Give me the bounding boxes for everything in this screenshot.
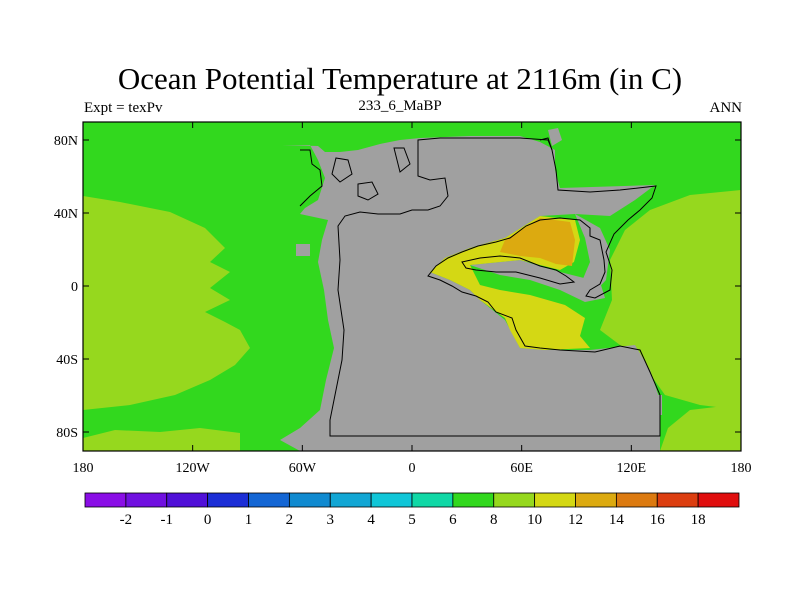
warm-ocean-west — [83, 196, 250, 410]
warm-ocean-southwest — [83, 428, 240, 451]
colorbar-label: -2 — [120, 512, 133, 528]
map-axes: 180 120W 60W 0 60E 120E 180 80N 40N 0 40S 80S — [54, 122, 752, 476]
plot-title: Ocean Potential Temperature at 2116m (in… — [117, 61, 683, 96]
coastline-main — [329, 137, 661, 437]
colorbar-swatch — [697, 492, 740, 508]
colorbar-swatch — [370, 492, 413, 508]
y-tick-label: 40N — [54, 207, 78, 222]
x-tick-label: 0 — [409, 461, 416, 476]
x-tick-label: 180 — [73, 461, 94, 476]
x-tick-label: 60E — [510, 461, 533, 476]
land-west-coast — [280, 136, 660, 451]
colorbar-label: 12 — [568, 512, 583, 528]
y-tick-label: 0 — [71, 280, 78, 295]
colorbar-swatch — [125, 492, 168, 508]
season-label: ANN — [709, 100, 743, 116]
x-tick-label: 120W — [176, 461, 211, 476]
colorbar-swatch — [575, 492, 617, 508]
colorbar-swatch — [248, 492, 290, 508]
y-tick-label: 80N — [54, 134, 78, 149]
experiment-label: Expt = texPv — [84, 100, 163, 116]
land-inner-ridge — [470, 260, 605, 302]
colorbar-swatch — [207, 492, 249, 508]
colorbar-label: 18 — [691, 512, 706, 528]
colorbar-label: 8 — [490, 512, 498, 528]
colorbar-label: 5 — [408, 512, 416, 528]
colorbar-label: 16 — [650, 512, 666, 528]
colorbar-label: 4 — [367, 512, 375, 528]
colorbar-label: 10 — [527, 512, 542, 528]
colorbar-label: 14 — [609, 512, 625, 528]
colorbar-label: 0 — [204, 512, 212, 528]
colorbar-swatch — [166, 492, 209, 508]
colorbar-swatch — [411, 492, 454, 508]
colorbar-swatch — [493, 492, 536, 508]
colorbar-swatch — [84, 492, 127, 508]
colorbar-swatch — [452, 492, 495, 508]
coastline-inner — [461, 255, 576, 285]
hot-pocket-14c — [500, 218, 575, 266]
colorbar-swatch — [656, 492, 699, 508]
y-tick-label: 80S — [56, 426, 78, 441]
land-east-margin — [575, 214, 610, 295]
colorbar-label: 3 — [327, 512, 335, 528]
coastline-islands — [299, 137, 553, 207]
colorbar-label: 2 — [286, 512, 294, 528]
colorbar-swatch — [288, 492, 331, 508]
colorbar-label: 6 — [449, 512, 457, 528]
x-tick-label: 120E — [617, 461, 647, 476]
warm-ocean-southeast — [660, 404, 741, 451]
colorbar-swatch — [534, 492, 576, 508]
x-tick-label: 60W — [289, 461, 317, 476]
x-tick-label: 180 — [731, 461, 752, 476]
period-label: 233_6_MaBP — [358, 98, 442, 114]
map-panel — [82, 121, 742, 452]
colorbar-swatch — [615, 492, 658, 508]
colorbar-label: 1 — [245, 512, 253, 528]
colorbar: -2 -1 0 1 2 3 4 5 6 8 10 12 14 16 18 — [84, 492, 740, 528]
land-small-island — [650, 395, 662, 415]
land-west-strip — [296, 244, 310, 256]
colorbar-swatch — [329, 492, 372, 508]
colorbar-label: -1 — [161, 512, 174, 528]
y-tick-label: 40S — [56, 353, 78, 368]
